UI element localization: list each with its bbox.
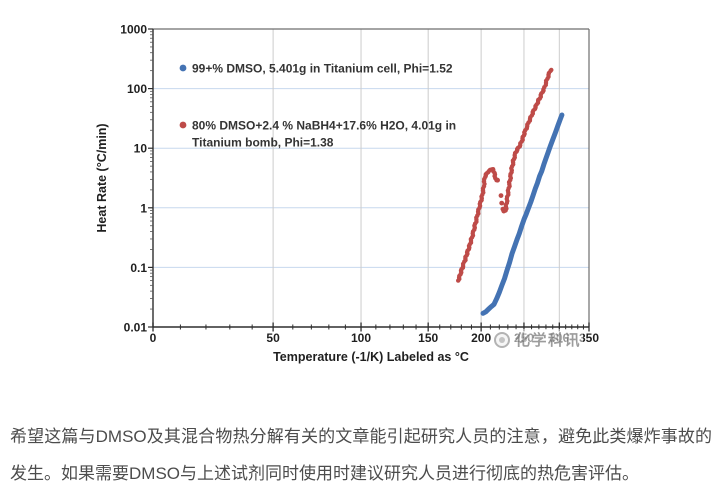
y-tick-label: 1000 [120,23,147,37]
watermark-logo-icon [494,331,510,348]
gridlines [153,29,589,327]
x-tick-label: 300 [549,331,569,345]
x-axis-title: Temperature (-1/K) Labeled as °C [273,350,469,364]
legend-marker-red [179,121,187,129]
y-tick-label: 100 [127,82,147,96]
y-tick-label: 1 [140,201,147,215]
scatter-chart: 0 50 100 150 200 250 300 350 1000 100 10 1 0.1 0.01 T… [95,23,599,365]
y-tick-label: 0.01 [124,321,148,335]
x-tick-label: 100 [351,331,371,345]
series-red-dot [498,193,504,199]
y-tick-label: 10 [134,142,148,156]
chart-area: 0 50 100 150 200 250 300 350 1000 100 10 1 0.1 0.01 T… [0,0,720,400]
tick-labels: 0 50 100 150 200 250 300 350 1000 100 10 1 0.1 0.01 [120,23,599,346]
x-tick-label: 350 [579,331,599,345]
caption-paragraph: 希望这篇与DMSO及其混合物热分解有关的文章能引起研究人员的注意，避免此类爆炸事… [10,427,712,483]
y-tick-label: 0.1 [130,261,147,275]
legend-marker-blue [179,64,187,72]
legend-label-red-line2: Titanium bomb, Phi=1.38 [192,136,334,150]
x-tick-label: 250 [514,331,534,345]
legend-label-red-line1: 80% DMSO+2.4 % NaBH4+17.6% H2O, 4.01g in [192,119,456,133]
x-tick-label: 50 [266,331,280,345]
series-red-dot [549,67,554,73]
data-series [456,67,565,316]
axes [148,28,590,332]
watermark-text: 化学科讯 [513,329,584,350]
series-blue-curve [480,112,565,316]
x-tick-label: 0 [150,331,157,345]
y-axis-title: Heat Rate (°C/min) [95,123,109,232]
x-tick-label: 150 [418,331,438,345]
watermark: 化学科讯 [494,329,584,350]
x-tick-label: 200 [471,331,491,345]
legend-label-blue: 99+% DMSO, 5.401g in Titanium cell, Phi=… [192,62,453,76]
legend: 99+% DMSO, 5.401g in Titanium cell, Phi=… [179,62,456,150]
series-red-dot [495,177,500,183]
series-red-dot [499,200,505,206]
